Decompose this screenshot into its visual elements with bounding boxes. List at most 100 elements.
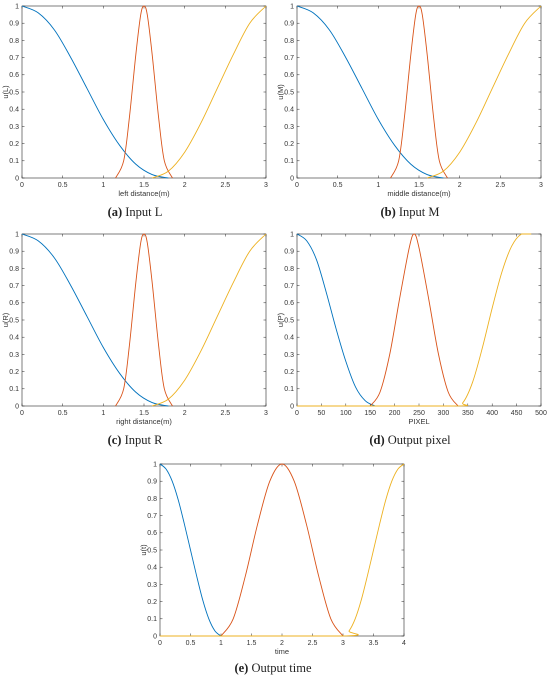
series-line-2 bbox=[115, 233, 173, 407]
y-tick-label: 0.4 bbox=[284, 335, 294, 342]
y-tick-label: 0.2 bbox=[284, 369, 294, 376]
y-tick-label: 0.3 bbox=[284, 352, 294, 359]
x-tick-label: 3 bbox=[264, 410, 268, 417]
x-tick-label: 400 bbox=[486, 410, 498, 417]
series-line-1 bbox=[21, 233, 169, 407]
y-tick-label: 0.2 bbox=[9, 141, 19, 148]
caption-text: Input M bbox=[398, 205, 440, 219]
panel-output-pixel: 0 0.1 0.2 0.3 0.4 0.5 0.6 0.7 0.8 0.9 1 0 50 100 150 20… bbox=[275, 228, 550, 453]
x-tick-label: 1.5 bbox=[139, 410, 149, 417]
y-axis-label: u(L) bbox=[1, 85, 10, 99]
y-tick-label: 0.7 bbox=[9, 55, 19, 62]
x-tick-label: 0 bbox=[158, 640, 162, 647]
y-tick-label: 0.9 bbox=[147, 479, 157, 486]
y-tick-label: 1 bbox=[15, 3, 19, 10]
x-tick-label: 1.5 bbox=[247, 640, 257, 647]
y-tick-label: 0.3 bbox=[9, 124, 19, 131]
y-tick-label: 0.5 bbox=[284, 89, 294, 96]
plot-frame bbox=[21, 5, 267, 179]
y-tick-label: 0.1 bbox=[284, 386, 294, 393]
panel-label: (a) bbox=[107, 205, 123, 219]
y-tick-label: 0.6 bbox=[284, 300, 294, 307]
x-tick-label: 3.5 bbox=[369, 640, 379, 647]
x-tick-label: 250 bbox=[413, 410, 425, 417]
y-tick-label: 0 bbox=[15, 175, 19, 182]
panel-label: (c) bbox=[107, 433, 122, 447]
y-tick-label: 0.8 bbox=[147, 496, 157, 503]
y-tick-label: 0 bbox=[15, 403, 19, 410]
y-tick-label: 0.5 bbox=[9, 317, 19, 324]
y-tick-label: 0.6 bbox=[284, 72, 294, 79]
x-axis-label: middle distance(m) bbox=[387, 189, 451, 198]
y-axis-label: u(R) bbox=[1, 312, 10, 327]
x-tick-label: 1 bbox=[219, 640, 223, 647]
x-tick-label: 2.5 bbox=[495, 182, 505, 189]
panel-input-r: 0 0.1 0.2 0.3 0.4 0.5 0.6 0.7 0.8 0.9 1 0 0.5 1 1.5 2 2.… bbox=[0, 228, 275, 453]
y-tick-label: 0.4 bbox=[9, 107, 19, 114]
x-axis-label: right distance(m) bbox=[116, 417, 172, 426]
caption-input-r: (c) Input R bbox=[5, 433, 265, 448]
y-axis-label: u(t) bbox=[139, 544, 148, 556]
plot-frame bbox=[21, 233, 267, 407]
y-tick-label: 0.8 bbox=[9, 266, 19, 273]
y-tick-label: 1 bbox=[290, 3, 294, 10]
y-tick-label: 0.9 bbox=[284, 249, 294, 256]
x-tick-label: 200 bbox=[389, 410, 401, 417]
x-tick-label: 300 bbox=[438, 410, 450, 417]
plot-frame bbox=[159, 463, 405, 637]
y-tick-label: 0.2 bbox=[284, 141, 294, 148]
y-tick-label: 0.9 bbox=[9, 21, 19, 28]
series-line-3 bbox=[426, 5, 542, 179]
x-axis-label: left distance(m) bbox=[118, 189, 170, 198]
y-tick-label: 1 bbox=[290, 231, 294, 238]
y-axis-label: u(M) bbox=[276, 84, 285, 100]
x-tick-label: 2 bbox=[183, 410, 187, 417]
x-tick-label: 4 bbox=[402, 640, 406, 647]
caption-output-pixel: (d) Output pixel bbox=[280, 433, 540, 448]
caption-text: Input R bbox=[124, 433, 163, 447]
x-tick-label: 2.5 bbox=[220, 410, 230, 417]
x-tick-label: 0.5 bbox=[58, 410, 68, 417]
caption-input-m: (b) Input M bbox=[280, 205, 540, 220]
x-tick-label: 0 bbox=[20, 182, 24, 189]
y-tick-label: 1 bbox=[15, 231, 19, 238]
chart-input-r: 0 0.1 0.2 0.3 0.4 0.5 0.6 0.7 0.8 0.9 1 0 0.5 1 1.5 2 2.… bbox=[1, 231, 268, 426]
x-tick-label: 3 bbox=[539, 182, 543, 189]
y-tick-label: 0.1 bbox=[9, 386, 19, 393]
series-line-1 bbox=[296, 5, 444, 179]
x-tick-label: 450 bbox=[511, 410, 523, 417]
x-tick-label: 0 bbox=[295, 182, 299, 189]
panel-input-m: 0 0.1 0.2 0.3 0.4 0.5 0.6 0.7 0.8 0.9 1 0 0.5 1 1.5 2 2.… bbox=[275, 0, 550, 225]
y-tick-label: 0.5 bbox=[9, 89, 19, 96]
y-tick-label: 0.1 bbox=[9, 158, 19, 165]
y-tick-label: 0.4 bbox=[9, 335, 19, 342]
x-tick-label: 0 bbox=[20, 410, 24, 417]
y-tick-label: 0.2 bbox=[147, 599, 157, 606]
chart-input-m: 0 0.1 0.2 0.3 0.4 0.5 0.6 0.7 0.8 0.9 1 0 0.5 1 1.5 2 2.… bbox=[276, 3, 543, 198]
y-tick-label: 0.8 bbox=[284, 266, 294, 273]
x-tick-label: 50 bbox=[318, 410, 326, 417]
caption-text: Output time bbox=[251, 661, 312, 675]
panel-label: (e) bbox=[234, 661, 249, 675]
y-tick-label: 0.7 bbox=[284, 55, 294, 62]
y-tick-label: 0.5 bbox=[284, 317, 294, 324]
chart-input-l: 0 0.1 0.2 0.3 0.4 0.5 0.6 0.7 0.8 0.9 1 0 0.5 1 1.5 2 2.… bbox=[1, 3, 268, 198]
y-tick-label: 0.6 bbox=[147, 530, 157, 537]
y-tick-label: 0.4 bbox=[147, 565, 157, 572]
x-tick-label: 2 bbox=[458, 182, 462, 189]
x-tick-label: 1 bbox=[376, 182, 380, 189]
x-tick-label: 2.5 bbox=[220, 182, 230, 189]
panel-label: (d) bbox=[369, 433, 385, 447]
panel-label: (b) bbox=[380, 205, 396, 219]
series-line-2 bbox=[220, 463, 344, 637]
caption-text: Input L bbox=[125, 205, 163, 219]
y-tick-label: 0.5 bbox=[147, 547, 157, 554]
chart-output-time: 0 0.1 0.2 0.3 0.4 0.5 0.6 0.7 0.8 0.9 1 0 0.5 1 1.5 2 2.… bbox=[139, 461, 406, 656]
y-tick-label: 0.9 bbox=[9, 249, 19, 256]
x-tick-label: 350 bbox=[462, 410, 474, 417]
caption-output-time: (e) Output time bbox=[143, 661, 403, 676]
x-tick-label: 150 bbox=[364, 410, 376, 417]
x-tick-label: 0.5 bbox=[58, 182, 68, 189]
series-line-1 bbox=[159, 463, 222, 637]
series-line-1 bbox=[296, 233, 376, 407]
